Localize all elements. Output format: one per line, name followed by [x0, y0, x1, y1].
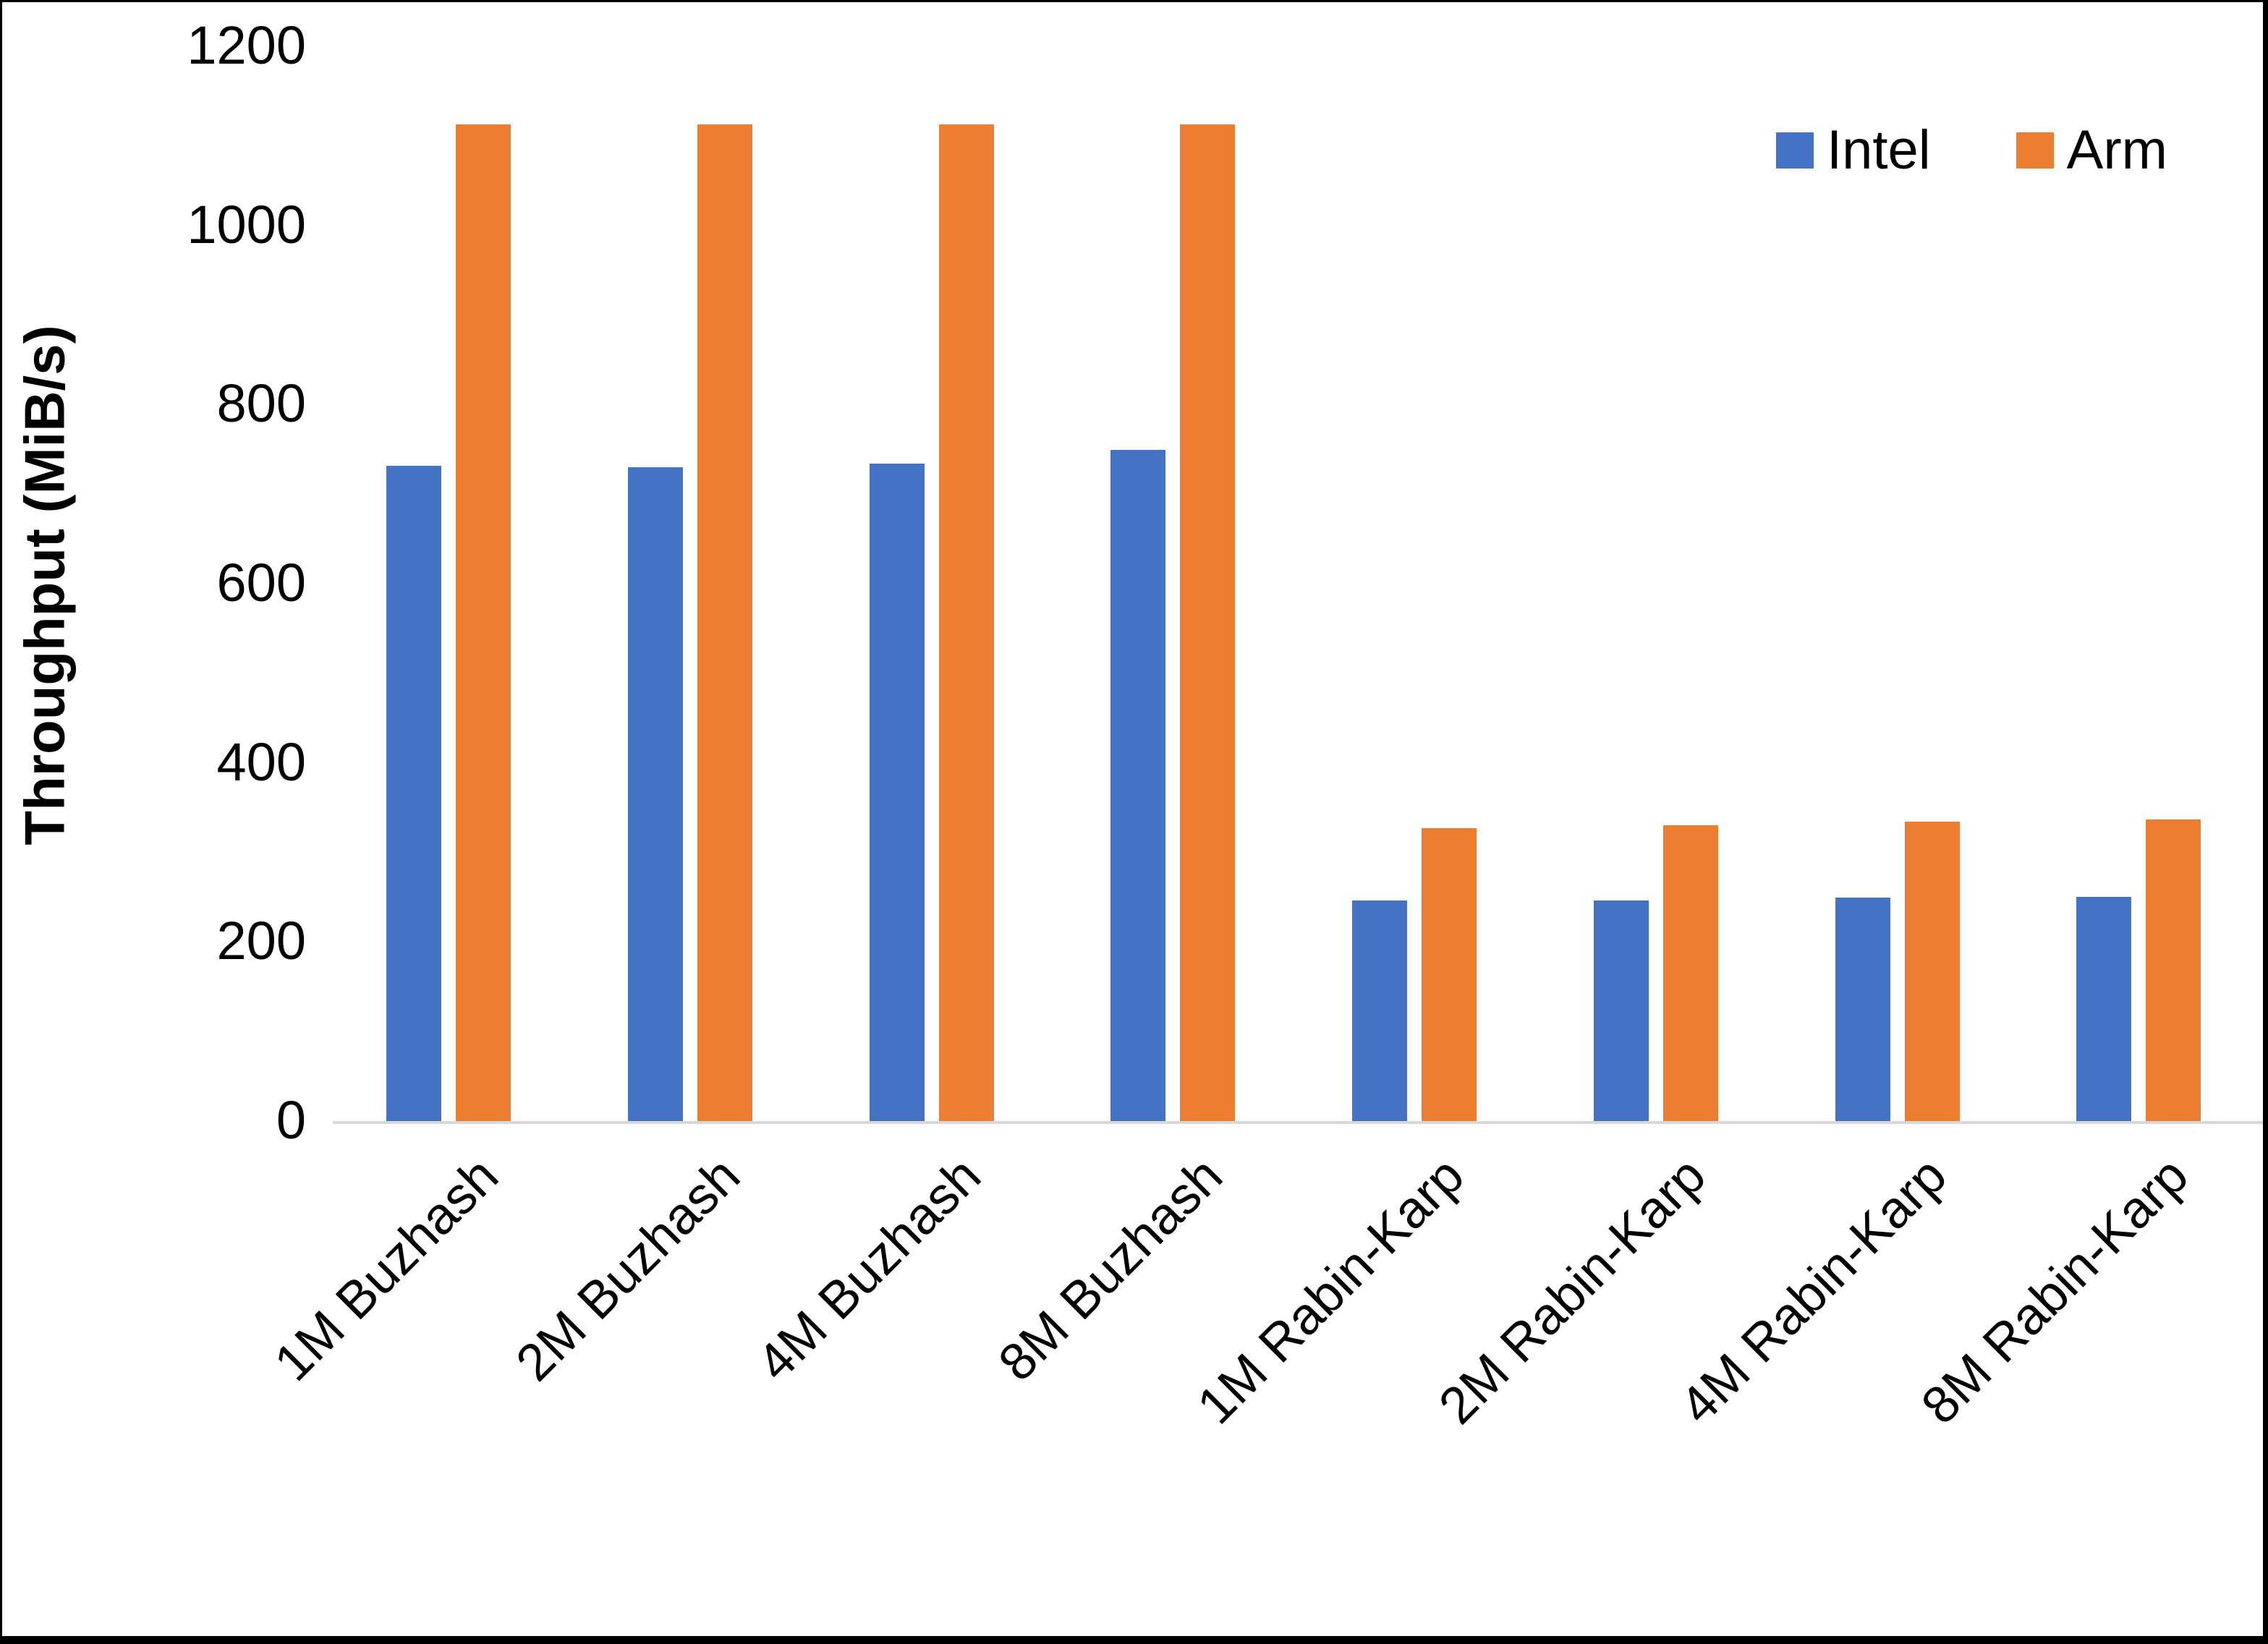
bar-arm-6 [1904, 821, 1960, 1123]
legend-item-arm: Arm [2016, 123, 2167, 178]
y-tick-label-200: 200 [216, 911, 306, 971]
x-label-3: 8M Buzhash [988, 1146, 1234, 1392]
y-tick-label-1200: 1200 [187, 15, 306, 75]
bar-arm-0 [456, 124, 511, 1123]
bar-arm-2 [938, 124, 994, 1123]
legend-item-intel: Intel [1776, 123, 1931, 178]
bar-intel-7 [2076, 896, 2132, 1123]
bar-intel-2 [869, 463, 925, 1123]
bar-arm-3 [1180, 124, 1236, 1123]
legend-label-arm: Arm [2066, 119, 2167, 181]
bar-arm-5 [1662, 825, 1718, 1123]
frame-border-right [2263, 0, 2268, 1644]
y-tick-label-600: 600 [216, 553, 306, 613]
bar-intel-5 [1593, 900, 1649, 1123]
bar-arm-7 [2146, 819, 2201, 1123]
x-label-1: 2M Buzhash [505, 1146, 751, 1392]
frame-border-bottom [0, 1636, 2268, 1644]
x-label-7: 8M Rabin-Karp [1911, 1146, 2200, 1436]
y-axis-title: Throughput (MiB/s) [12, 325, 77, 846]
bar-intel-3 [1110, 450, 1166, 1123]
bar-intel-0 [386, 466, 442, 1123]
legend-swatch-intel [1776, 132, 1814, 169]
x-axis-line [333, 1121, 2264, 1124]
bar-intel-6 [1835, 898, 1890, 1123]
legend-swatch-arm [2016, 132, 2054, 169]
legend-label-intel: Intel [1827, 119, 1931, 181]
y-tick-label-0: 0 [276, 1090, 306, 1150]
y-tick-label-800: 800 [216, 373, 306, 434]
bar-intel-1 [627, 467, 683, 1123]
legend: Intel Arm [1776, 123, 2167, 178]
bar-arm-1 [697, 124, 752, 1123]
frame-border-top [0, 0, 2268, 2]
x-label-4: 1M Rabin-Karp [1186, 1146, 1475, 1436]
x-label-2: 4M Buzhash [746, 1146, 993, 1392]
frame-border-left [0, 0, 2, 1644]
bar-arm-4 [1422, 827, 1477, 1123]
y-tick-label-400: 400 [216, 731, 306, 792]
x-label-0: 1M Buzhash [263, 1146, 509, 1392]
bar-intel-4 [1352, 900, 1408, 1123]
y-tick-label-1000: 1000 [187, 194, 306, 255]
